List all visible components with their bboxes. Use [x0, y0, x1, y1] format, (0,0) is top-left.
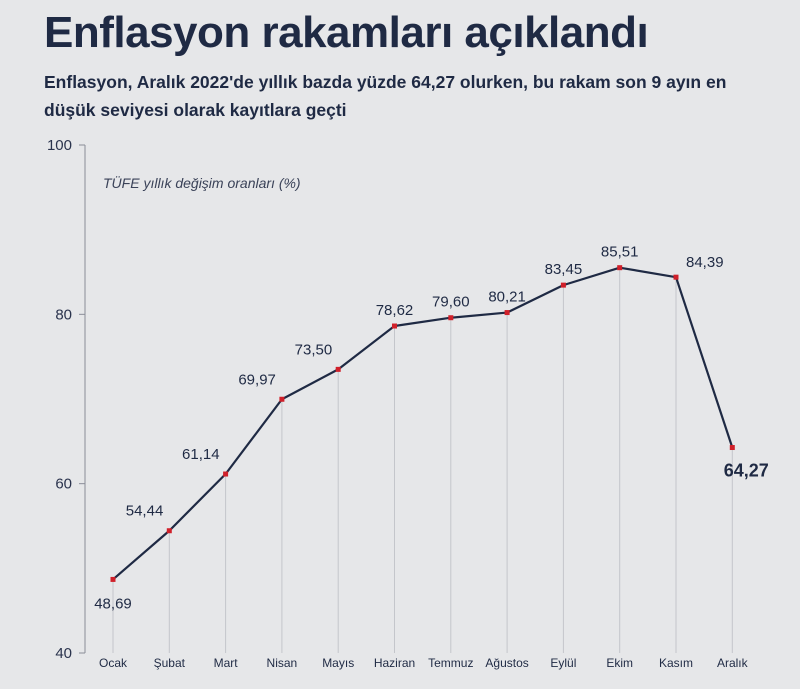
data-label: 61,14 — [182, 446, 220, 463]
data-label: 79,60 — [432, 294, 470, 311]
x-axis: Ocak Şubat Mart Nisan Mayıs Haziran Temmuz Ağus… — [99, 656, 749, 670]
data-point — [223, 471, 229, 477]
y-tick-label: 60 — [55, 476, 72, 493]
data-point — [279, 396, 285, 402]
series-line — [112, 266, 734, 581]
data-label: 80,21 — [488, 289, 526, 306]
data-point — [729, 445, 735, 451]
data-point — [335, 366, 341, 372]
data-point — [448, 315, 454, 321]
x-tick-label: Ağustos — [485, 656, 528, 670]
data-point — [617, 265, 623, 271]
x-tick-label: Nisan — [267, 656, 298, 670]
data-label: 64,27 — [724, 461, 769, 481]
data-label: 78,62 — [376, 302, 414, 319]
page-title: Enflasyon rakamları açıklandı — [44, 8, 649, 57]
data-label: 48,69 — [94, 595, 132, 612]
data-label: 85,51 — [601, 244, 639, 261]
x-tick-label: Aralık — [717, 656, 749, 670]
y-tick-label: 100 — [47, 137, 72, 154]
data-label-layer: 48,69 54,44 61,14 69,97 73,50 78,62 79,60 80,21… — [94, 244, 769, 613]
x-tick-label: Ocak — [99, 656, 128, 670]
page-subtitle: Enflasyon, Aralık 2022'de yıllık bazda y… — [44, 72, 727, 120]
y-tick-label: 80 — [55, 306, 72, 323]
grid-layer — [112, 267, 733, 653]
x-tick-label: Ekim — [606, 656, 633, 670]
data-label: 84,39 — [686, 254, 724, 271]
data-point — [166, 528, 172, 534]
x-tick-label: Mart — [214, 656, 239, 670]
y-tick-label: 40 — [55, 645, 72, 662]
data-label: 83,45 — [545, 261, 583, 278]
x-tick-label: Temmuz — [428, 656, 473, 670]
data-point — [392, 323, 397, 329]
data-point — [673, 274, 679, 280]
x-tick-label: Haziran — [374, 656, 415, 670]
unit-label: TÜFE yıllık değişim oranları (%) — [103, 174, 301, 191]
x-tick-label: Eylül — [550, 656, 576, 670]
data-point — [504, 310, 510, 316]
x-tick-label: Kasım — [659, 656, 693, 670]
y-axis: 40 60 80 100 — [47, 137, 86, 662]
data-label: 73,50 — [295, 341, 333, 358]
x-tick-label: Şubat — [154, 656, 186, 670]
x-tick-label: Mayıs — [322, 656, 354, 670]
data-point — [110, 576, 116, 582]
series-layer — [110, 265, 735, 582]
data-label: 54,44 — [126, 503, 164, 520]
data-label: 69,97 — [238, 371, 276, 388]
data-point — [560, 282, 566, 288]
